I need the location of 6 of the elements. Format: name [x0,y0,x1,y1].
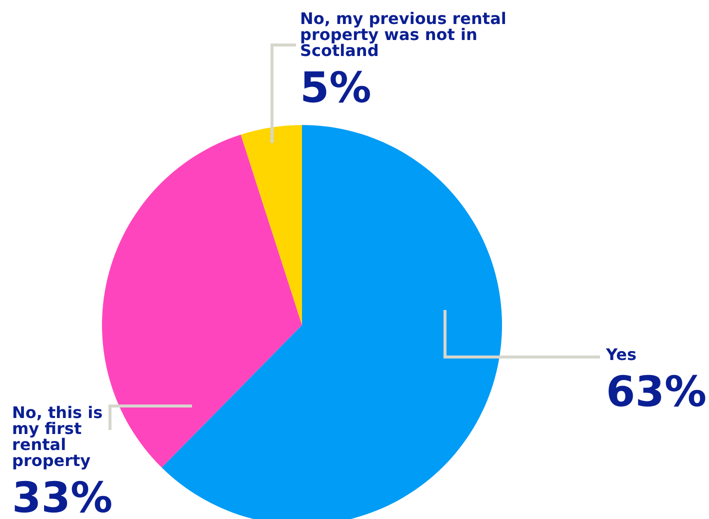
slice-label: No, my previous rental property was not in Scotland [300,9,506,60]
slice-label: No, this is my first rental property [12,403,103,470]
data-label: 63% [606,367,707,416]
data-label: 33% [12,473,113,519]
data-label: 5% [300,63,372,112]
slice-label: Yes [605,345,636,364]
